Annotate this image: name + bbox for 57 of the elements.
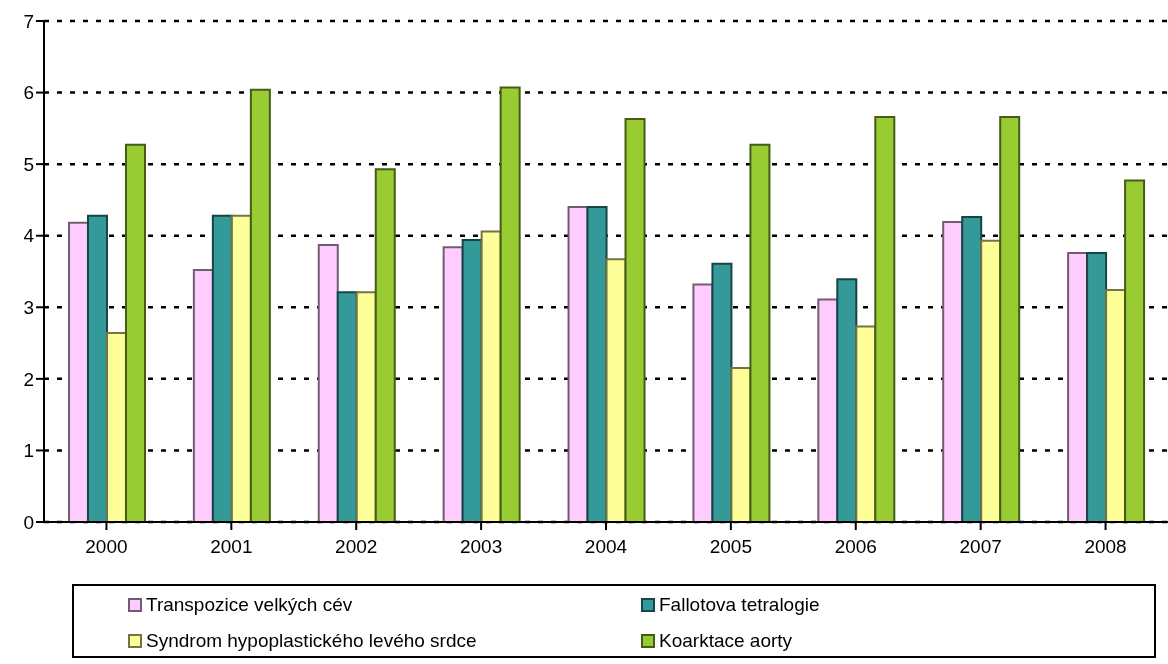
y-tick-label: 1 <box>23 440 34 462</box>
bar <box>980 239 1002 522</box>
y-tick-label: 6 <box>23 82 34 104</box>
bar <box>211 214 233 522</box>
x-tick-label: 2000 <box>85 536 128 558</box>
x-tick-label: 2004 <box>584 536 628 558</box>
bar <box>730 367 752 522</box>
bar <box>1124 179 1146 522</box>
x-tick-label: 2003 <box>459 536 503 558</box>
x-tick-label: 2006 <box>834 536 877 558</box>
bar <box>86 214 108 522</box>
bar <box>836 278 858 522</box>
legend-label: Transpozice velkých cév <box>146 594 353 616</box>
x-tick-label: 2007 <box>959 536 1002 558</box>
bar <box>817 298 839 522</box>
bar <box>230 214 252 522</box>
x-tick-label: 2002 <box>335 536 378 558</box>
bar <box>605 258 627 522</box>
bar <box>692 283 714 522</box>
bar <box>1086 251 1108 522</box>
x-tick-label: 2005 <box>709 536 753 558</box>
bar <box>567 206 589 522</box>
bar <box>1105 289 1127 522</box>
bar <box>480 230 502 522</box>
bar <box>586 206 608 522</box>
bar <box>874 115 896 522</box>
y-tick-label: 2 <box>23 368 34 390</box>
bar <box>942 221 964 522</box>
bar <box>749 143 771 522</box>
x-tick-label: 2001 <box>210 536 253 558</box>
y-tick-label: 7 <box>23 10 34 32</box>
bar <box>355 291 377 522</box>
y-tick-label: 4 <box>23 225 35 247</box>
bar <box>461 239 483 522</box>
bar <box>499 86 521 522</box>
bar <box>105 332 127 522</box>
bar <box>192 269 214 522</box>
x-tick-label: 2008 <box>1084 536 1127 558</box>
bar <box>1067 251 1089 522</box>
y-tick-label: 0 <box>23 511 34 533</box>
bar <box>855 325 877 522</box>
legend-label: Koarktace aorty <box>659 630 793 652</box>
y-tick-label: 5 <box>23 153 34 175</box>
bar <box>442 246 464 522</box>
bar <box>67 221 89 522</box>
legend-label: Syndrom hypoplastického levého srdce <box>146 630 477 652</box>
bar <box>711 262 733 522</box>
legend-label: Fallotova tetralogie <box>659 594 820 616</box>
bar <box>124 143 146 522</box>
bar <box>249 88 271 522</box>
bar <box>336 291 358 522</box>
bar <box>999 115 1021 522</box>
bar <box>374 168 396 522</box>
y-tick-label: 3 <box>23 297 34 319</box>
bar <box>317 244 339 522</box>
bar <box>624 118 646 522</box>
bar <box>961 216 983 522</box>
